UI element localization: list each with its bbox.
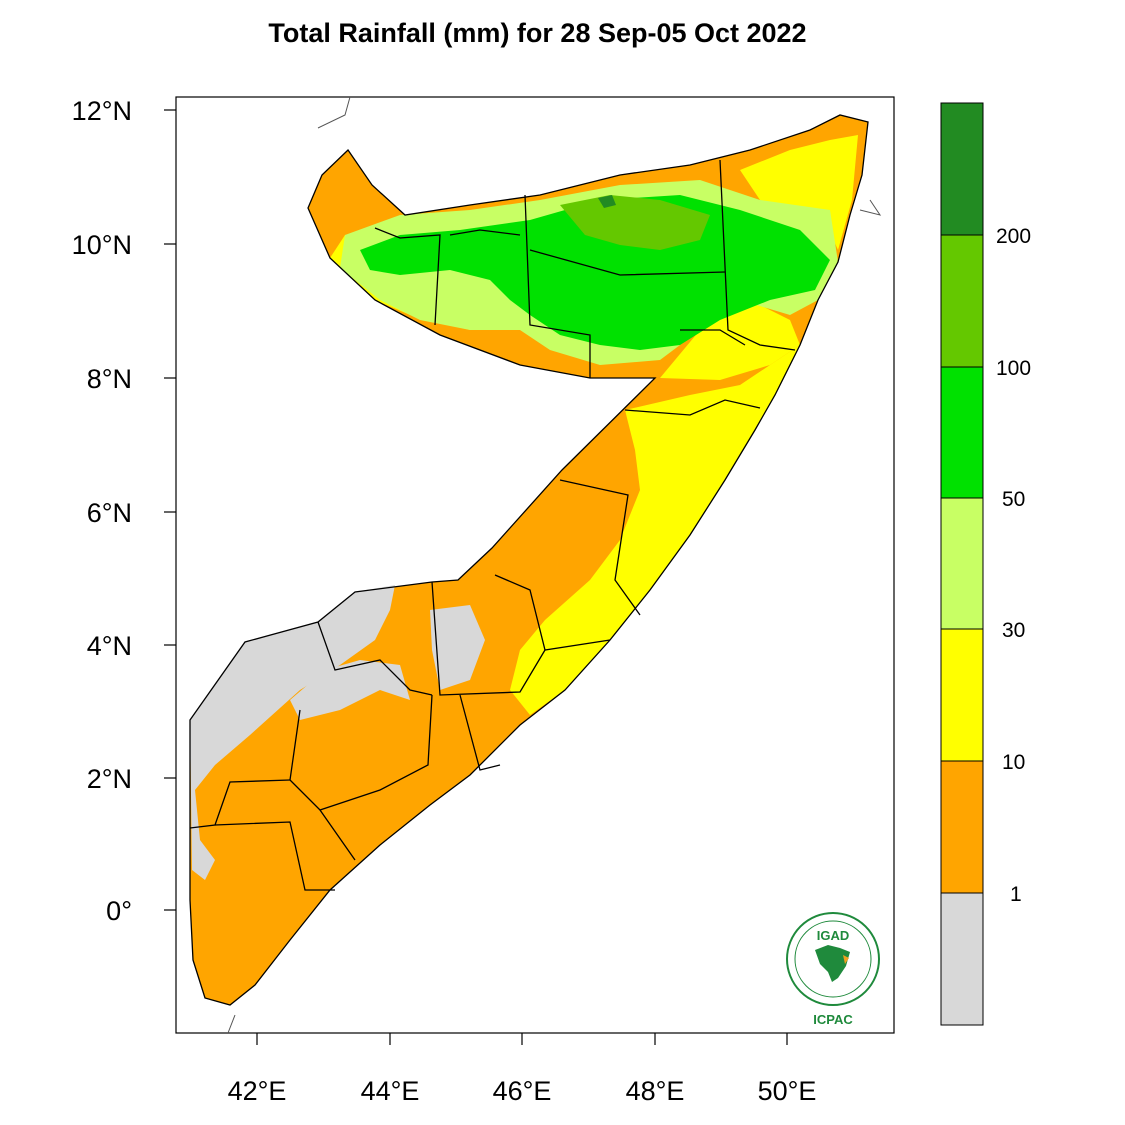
colorbar <box>940 102 984 1026</box>
logo-bottom-text: ICPAC <box>813 1012 853 1027</box>
lat-tick-label: 4°N <box>87 631 132 661</box>
lon-tick-label: 50°E <box>758 1076 817 1106</box>
colorbar-bin <box>940 628 984 762</box>
lon-ticks <box>256 1033 788 1045</box>
colorbar-bin <box>940 234 984 368</box>
colorbar-label: 10 <box>1002 751 1025 774</box>
colorbar-label: 50 <box>1002 488 1025 511</box>
colorbar-bin <box>940 366 984 499</box>
extreme-rain-spot <box>598 195 616 208</box>
lat-ticks <box>164 109 176 911</box>
moderate-rain-east <box>510 345 800 715</box>
lat-tick-label: 10°N <box>72 230 132 260</box>
no-rain-area-southwest <box>190 585 395 880</box>
no-rain-area-west <box>290 660 410 720</box>
lat-tick-label: 2°N <box>87 764 132 794</box>
lat-tick-label: 6°N <box>87 498 132 528</box>
colorbar-label: 30 <box>1002 619 1025 642</box>
intense-rain-north <box>560 195 710 250</box>
very-heavy-rain-north <box>360 195 830 350</box>
colorbar-bin <box>940 892 984 1026</box>
colorbar-bin <box>940 497 984 630</box>
colorbar-label: 200 <box>996 225 1031 248</box>
logo-top-text: IGAD <box>817 928 850 943</box>
rainfall-field <box>190 115 868 1005</box>
lat-tick-label: 0° <box>106 896 132 926</box>
map-title: Total Rainfall (mm) for 28 Sep-05 Oct 20… <box>268 18 807 48</box>
igad-icpac-logo: IGAD ICPAC <box>786 912 880 1027</box>
moderate-rain-northeast <box>660 300 800 380</box>
no-rain-area-central <box>430 605 485 690</box>
lon-tick-label: 44°E <box>361 1076 420 1106</box>
lon-tick-label: 46°E <box>493 1076 552 1106</box>
colorbar-label: 100 <box>996 357 1031 380</box>
africa-map-icon <box>815 945 850 982</box>
admin-boundaries <box>189 159 796 891</box>
colorbar-bin <box>940 102 984 236</box>
colorbar-bin <box>940 760 984 894</box>
country-outline <box>189 114 869 1006</box>
colorbar-label: 1 <box>1010 883 1022 906</box>
lat-tick-label: 12°N <box>72 96 132 126</box>
lon-tick-label: 48°E <box>626 1076 685 1106</box>
lat-tick-label: 8°N <box>87 364 132 394</box>
neighbour-border <box>227 96 882 1034</box>
lon-tick-label: 42°E <box>228 1076 287 1106</box>
